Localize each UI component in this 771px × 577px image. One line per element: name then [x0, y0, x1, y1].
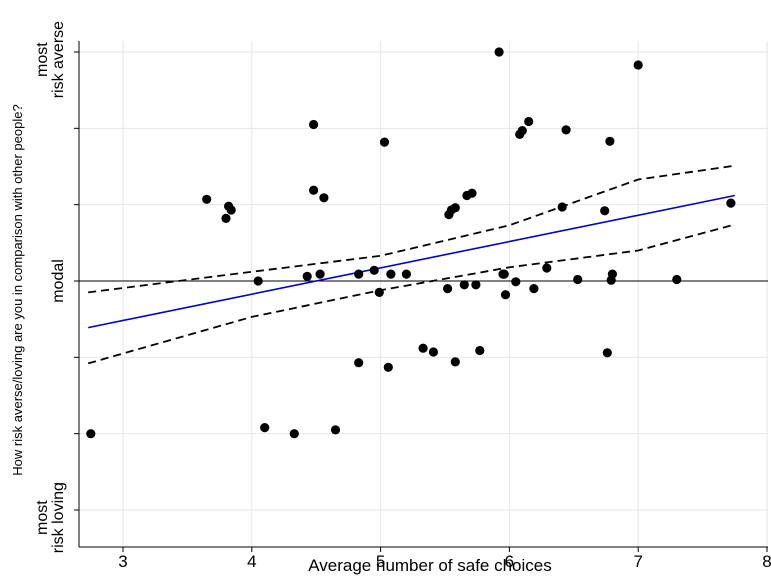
data-point: [511, 277, 521, 287]
data-point: [401, 269, 411, 279]
data-point: [600, 206, 610, 216]
y-category-label-line: most: [34, 42, 51, 77]
data-point: [529, 284, 539, 294]
data-point: [561, 125, 571, 135]
data-point: [260, 423, 270, 433]
y-category-label-line: risk averse: [50, 21, 67, 98]
y-category-label: modal: [50, 259, 67, 303]
data-point: [386, 269, 396, 279]
data-point: [226, 205, 236, 215]
x-tick-label: 4: [247, 552, 256, 571]
data-point: [524, 116, 534, 127]
data-point: [450, 203, 460, 213]
data-point: [557, 202, 567, 212]
data-point: [602, 348, 612, 358]
y-category-label-line: risk loving: [50, 482, 67, 553]
gridlines: [79, 41, 768, 547]
x-tick-label: 3: [118, 552, 127, 571]
data-point: [319, 193, 329, 203]
y-category-label: most risk loving: [34, 482, 67, 553]
data-point: [605, 136, 615, 146]
data-point: [330, 425, 341, 435]
data-point: [633, 60, 643, 70]
y-category-label: most risk averse: [34, 21, 67, 98]
data-point: [542, 263, 552, 273]
data-point: [221, 213, 231, 223]
data-point: [471, 280, 481, 290]
data-point: [383, 362, 393, 372]
x-tick-labels: 3 4 5 6 7 8: [118, 547, 771, 571]
data-point: [607, 269, 618, 279]
fit-line: [88, 194, 735, 329]
data-point: [315, 269, 325, 279]
data-point: [672, 274, 682, 285]
data-point: [494, 47, 504, 57]
data-point: [369, 265, 379, 275]
data-point: [443, 284, 453, 294]
data-point: [499, 269, 509, 279]
data-point: [450, 357, 460, 367]
data-point: [573, 274, 583, 285]
data-point: [309, 185, 319, 195]
confidence-band-line: [87, 223, 736, 365]
confidence-band-line: [88, 164, 735, 294]
data-point: [354, 358, 364, 368]
fit-lines: [87, 164, 736, 365]
data-point: [354, 269, 364, 279]
data-point: [475, 345, 485, 356]
y-category-label-line: most: [34, 500, 51, 535]
data-point: [253, 276, 263, 286]
data-point: [500, 290, 511, 300]
x-tick-label: 7: [633, 552, 642, 571]
x-tick-label: 8: [762, 552, 771, 571]
data-point: [459, 280, 469, 290]
y-axis-title: How risk averse/loving are you in compar…: [10, 104, 25, 475]
data-point: [202, 194, 212, 204]
data-point: [302, 271, 312, 281]
x-tick-label: 6: [505, 552, 514, 571]
data-points: [86, 47, 736, 439]
x-axis-title: Average number of safe choices: [308, 556, 552, 575]
y-category-label-line: modal: [50, 259, 67, 303]
axes: [74, 41, 768, 548]
data-point: [517, 126, 527, 136]
data-point: [309, 119, 319, 130]
data-point: [467, 188, 477, 198]
data-point: [726, 198, 736, 208]
data-point: [428, 347, 438, 357]
data-point: [86, 429, 96, 439]
data-point: [289, 429, 299, 439]
data-point: [379, 137, 390, 147]
data-point: [374, 287, 384, 297]
data-point: [418, 343, 428, 353]
x-tick-label: 5: [376, 552, 385, 571]
